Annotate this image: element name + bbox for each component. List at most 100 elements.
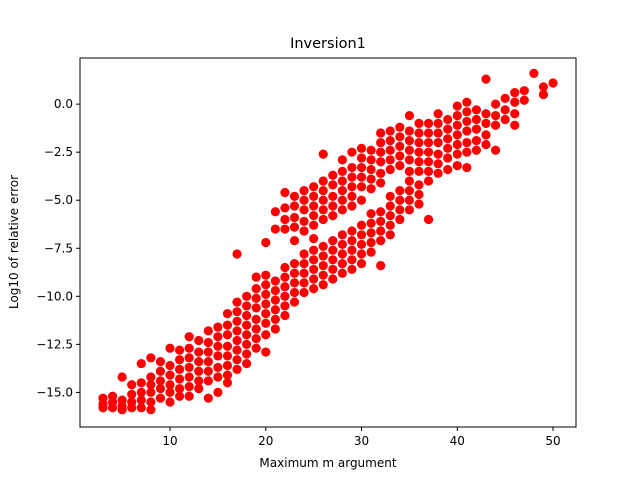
data-point: [289, 278, 300, 288]
data-point: [347, 162, 357, 173]
data-point: [414, 166, 424, 176]
data-point: [414, 199, 424, 209]
data-point: [213, 322, 223, 332]
data-point: [280, 282, 290, 292]
data-point: [251, 293, 261, 303]
data-point: [242, 320, 252, 330]
data-point: [194, 335, 204, 346]
data-point: [309, 255, 319, 265]
data-point: [376, 137, 386, 148]
data-point: [203, 357, 213, 367]
data-point: [395, 205, 405, 215]
data-point: [337, 155, 347, 165]
data-point: [376, 178, 386, 188]
data-point: [280, 272, 290, 282]
data-point: [510, 109, 520, 119]
data-point: [184, 391, 194, 401]
data-point: [471, 114, 482, 125]
data-point: [242, 358, 252, 369]
data-point: [433, 137, 443, 148]
data-point: [433, 159, 443, 169]
data-point: [423, 137, 434, 148]
data-point: [433, 118, 443, 128]
data-point: [385, 136, 395, 146]
data-point: [452, 111, 462, 121]
data-point: [232, 345, 242, 355]
data-point: [423, 157, 434, 167]
data-point: [347, 255, 357, 265]
data-point: [309, 245, 319, 255]
data-point: [280, 224, 290, 234]
data-point: [270, 276, 280, 286]
data-point: [366, 184, 376, 194]
data-point: [174, 383, 185, 394]
data-point: [270, 224, 280, 234]
data-point: [337, 186, 347, 196]
data-point: [385, 145, 395, 155]
data-point: [376, 235, 386, 246]
y-axis-label: Log10 of relative error: [7, 175, 21, 309]
data-point: [194, 366, 204, 376]
data-point: [155, 357, 166, 367]
data-point: [423, 176, 434, 186]
data-point: [462, 126, 472, 136]
data-point: [395, 195, 405, 205]
data-point: [433, 168, 443, 178]
data-point: [146, 380, 156, 390]
data-point: [404, 205, 414, 215]
data-point: [395, 122, 405, 132]
data-point: [280, 203, 290, 213]
data-point: [452, 130, 462, 140]
data-point: [366, 209, 376, 219]
data-point: [165, 343, 175, 353]
data-point: [462, 97, 472, 107]
data-point: [136, 395, 146, 405]
data-point: [471, 105, 482, 115]
data-point: [414, 118, 424, 128]
data-point: [433, 128, 443, 138]
data-point: [414, 147, 424, 157]
data-point: [299, 216, 309, 226]
data-point: [318, 186, 328, 196]
data-point: [251, 303, 261, 313]
data-point: [222, 370, 233, 380]
points-layer: [98, 68, 558, 415]
data-point: [337, 205, 347, 215]
data-point: [280, 214, 290, 225]
data-point: [452, 149, 462, 159]
data-point: [414, 157, 424, 167]
y-tick-label: −7.5: [44, 241, 73, 255]
data-point: [500, 105, 510, 115]
data-point: [385, 201, 395, 211]
data-point: [443, 153, 453, 163]
data-point: [385, 210, 395, 221]
data-point: [309, 210, 319, 221]
data-point: [433, 109, 443, 119]
data-point: [356, 249, 367, 259]
data-point: [165, 360, 175, 371]
data-point: [337, 239, 347, 250]
data-point: [519, 95, 529, 105]
data-point: [251, 333, 261, 344]
data-point: [146, 387, 156, 398]
data-point: [289, 191, 300, 201]
data-point: [347, 201, 357, 211]
data-point: [462, 162, 472, 173]
data-point: [203, 366, 213, 376]
data-point: [232, 307, 242, 317]
data-point: [184, 362, 194, 373]
data-point: [127, 380, 137, 390]
data-point: [289, 212, 300, 223]
data-point: [366, 228, 376, 238]
data-point: [490, 120, 501, 130]
data-point: [270, 295, 280, 305]
data-point: [423, 118, 434, 128]
data-point: [232, 355, 242, 365]
data-point: [289, 201, 300, 211]
data-point: [146, 353, 156, 363]
data-point: [213, 351, 223, 361]
data-point: [404, 136, 414, 146]
data-point: [299, 249, 309, 259]
data-point: [471, 136, 482, 146]
